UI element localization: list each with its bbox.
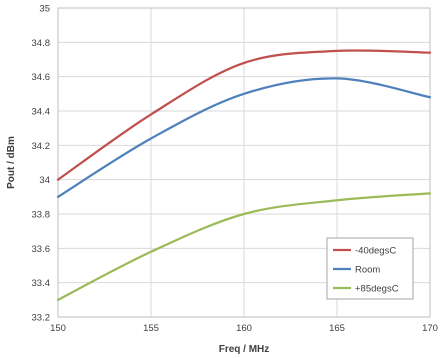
legend-label: +85degsC bbox=[355, 284, 399, 295]
x-tick-label: 150 bbox=[50, 323, 66, 334]
x-tick-label: 155 bbox=[143, 323, 159, 334]
y-tick-label: 35 bbox=[39, 4, 50, 15]
y-tick-label: 34.8 bbox=[32, 38, 51, 49]
series-line-2 bbox=[56, 77, 432, 198]
series-layer bbox=[56, 49, 432, 301]
y-axis-title: Pout / dBm bbox=[6, 136, 17, 189]
y-tick-label: 33.8 bbox=[32, 210, 51, 221]
plot-area bbox=[57, 7, 431, 318]
x-axis-title: Freq / MHz bbox=[219, 344, 270, 355]
y-tick-label: 34.6 bbox=[32, 72, 51, 83]
y-tick-label: 33.4 bbox=[32, 278, 51, 289]
y-tick-label: 33.6 bbox=[32, 244, 51, 255]
series-line-1 bbox=[56, 49, 432, 181]
y-axis-ticks: 33.2 33.4 33.6 33.8 34 34.2 34.4 34.6 34.8 35 bbox=[32, 4, 51, 324]
x-tick-label: 160 bbox=[236, 323, 252, 334]
x-axis-ticks: 150 155 160 165 170 bbox=[50, 323, 438, 334]
legend-label: -40degsC bbox=[355, 246, 396, 257]
series-line-3 bbox=[56, 192, 432, 301]
y-tick-label: 34.4 bbox=[32, 107, 51, 118]
legend: -40degsC Room +85degsC bbox=[326, 237, 414, 300]
x-tick-label: 170 bbox=[422, 323, 438, 334]
y-tick-label: 33.2 bbox=[32, 313, 51, 324]
y-tick-label: 34.2 bbox=[32, 141, 51, 152]
y-tick-label: 34 bbox=[39, 175, 50, 186]
legend-label: Room bbox=[355, 265, 380, 276]
x-tick-label: 165 bbox=[329, 323, 345, 334]
